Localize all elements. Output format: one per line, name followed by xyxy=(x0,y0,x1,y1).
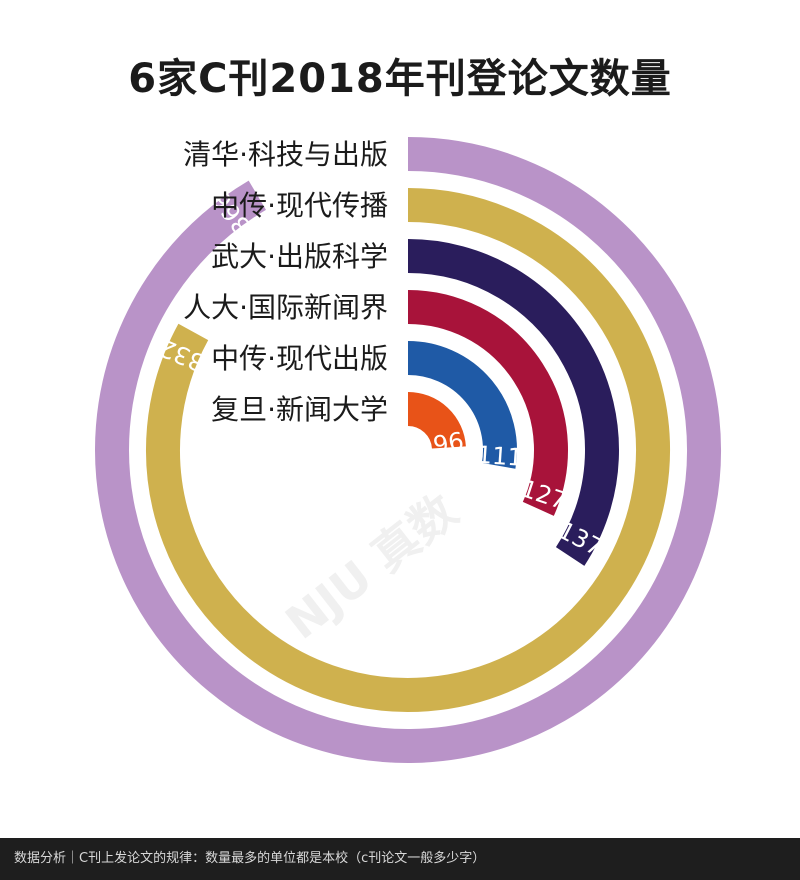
category-label: 中传·现代出版 xyxy=(211,342,388,375)
category-label: 人大·国际新闻界 xyxy=(183,291,388,324)
arc-bar xyxy=(95,137,721,763)
value-label: 111 xyxy=(476,441,524,472)
category-label: 中传·现代传播 xyxy=(211,189,388,222)
arc-bar xyxy=(407,290,568,516)
footer-caption: 数据分析｜C刊上发论文的规律：数量最多的单位都是本校（c刊论文一般多少字） xyxy=(0,838,800,880)
arc-bar xyxy=(407,239,619,566)
category-label: 清华·科技与出版 xyxy=(183,138,388,171)
arc-bar xyxy=(146,188,670,712)
value-label: 96 xyxy=(431,427,466,460)
chart-title: 6家C刊2018年刊登论文数量 xyxy=(128,56,672,102)
arc-bar xyxy=(406,392,466,450)
arc-bar xyxy=(407,341,517,469)
category-label: 武大·出版科学 xyxy=(211,240,388,273)
category-label: 复旦·新闻大学 xyxy=(211,393,388,426)
